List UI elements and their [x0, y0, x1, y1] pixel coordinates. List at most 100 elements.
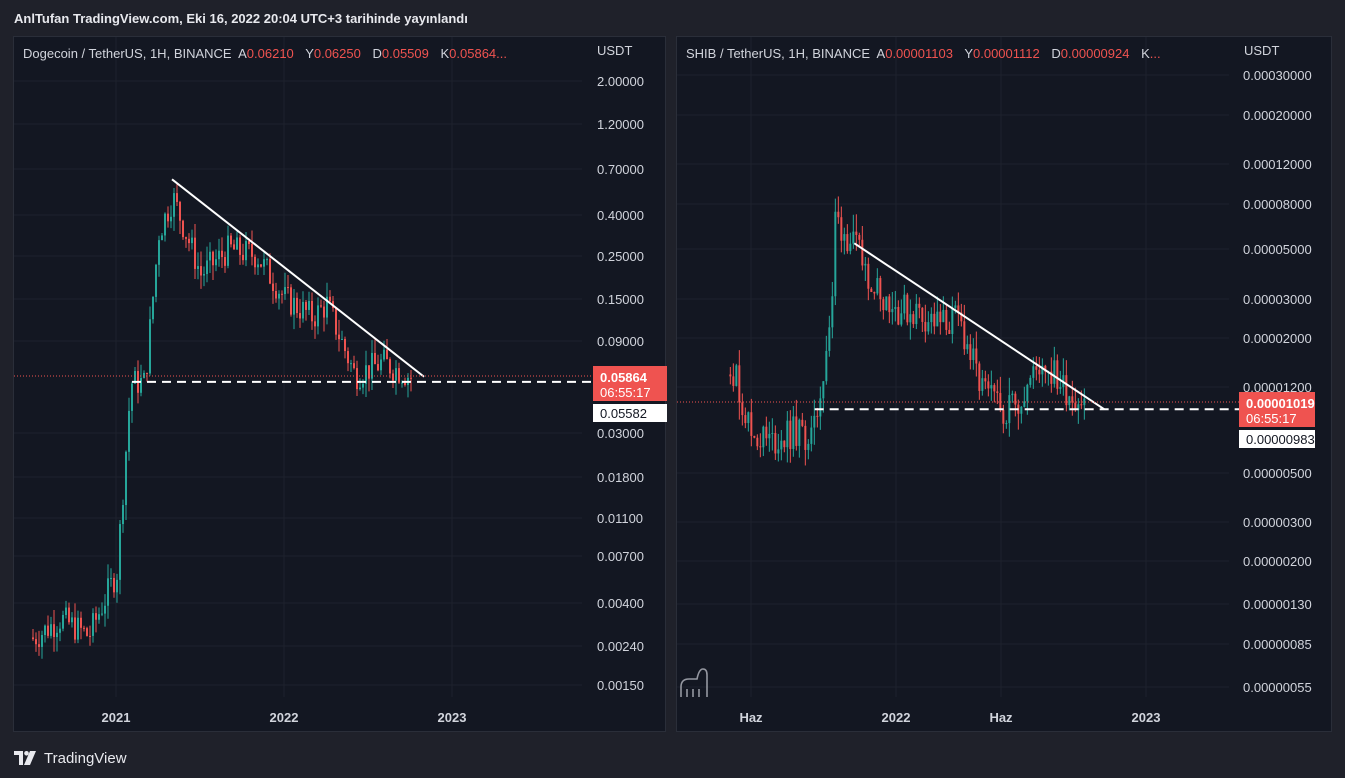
candle-body: [780, 440, 783, 450]
candle-body: [239, 237, 241, 255]
candle-body: [957, 305, 960, 313]
chart-panel-shib[interactable]: 0.00030000 0.00020000 0.00012000 0.00008000…: [676, 36, 1332, 732]
candle-body: [840, 217, 843, 241]
candle: [864, 256, 867, 281]
candle-body: [1002, 409, 1005, 424]
candle-body: [155, 264, 157, 297]
candle: [990, 370, 993, 401]
candle: [374, 339, 376, 365]
candle: [104, 594, 106, 627]
candle: [80, 611, 82, 640]
candle-body: [278, 293, 280, 299]
candle: [173, 187, 175, 231]
chart-svg-shib[interactable]: 0.00030000 0.00020000 0.00012000 0.00008000…: [677, 37, 1333, 733]
grid: [14, 37, 582, 697]
candle-body: [386, 349, 388, 360]
candle: [254, 254, 256, 275]
legend-open: A0.06210: [238, 46, 294, 61]
candle: [765, 416, 768, 446]
y-tick-label: 0.01800: [597, 470, 644, 485]
chart-panel-dogecoin[interactable]: 2.00000 1.20000 0.70000 0.40000 0.25000 0.150…: [13, 36, 667, 733]
candle-body: [263, 259, 265, 267]
candle: [801, 412, 804, 428]
candle-body: [963, 321, 966, 350]
candle-body: [296, 297, 298, 314]
candle-body: [383, 349, 385, 360]
candle: [101, 602, 103, 617]
candle: [846, 224, 849, 254]
candle-body: [194, 237, 196, 269]
candle: [744, 407, 747, 429]
candle-body: [206, 260, 208, 275]
candle-body: [1014, 393, 1017, 405]
symbol-info: SHIB / TetherUS, 1H, BINANCE: [686, 46, 871, 61]
candle: [260, 263, 262, 268]
marker-price-label: 0.00000983: [1239, 430, 1315, 448]
candle-body: [146, 372, 148, 374]
candle-body: [819, 398, 822, 417]
candle: [140, 364, 142, 397]
candle-body: [401, 382, 403, 384]
candle-body: [915, 303, 918, 325]
y-tick-label: 0.00150: [597, 678, 644, 693]
candle-body: [149, 319, 151, 374]
marker-price-value: 0.00000983: [1246, 432, 1315, 447]
candle-body: [335, 308, 337, 335]
candle-body: [203, 274, 205, 276]
candle-body: [969, 344, 972, 361]
candle-body: [1053, 360, 1056, 384]
candle: [1083, 388, 1086, 420]
candle: [407, 373, 409, 398]
marker-price-value: 0.05582: [600, 406, 647, 421]
candle-body: [164, 213, 166, 236]
footer-brand[interactable]: TradingView: [14, 747, 127, 769]
candle: [927, 311, 930, 335]
candle-body: [221, 250, 223, 258]
last-price-value: 0.05864: [600, 370, 648, 385]
candle: [972, 338, 975, 370]
candle-body: [185, 237, 187, 239]
candle: [759, 433, 762, 458]
candle-body: [212, 251, 214, 266]
candle-body: [182, 220, 184, 238]
candle: [1068, 395, 1071, 411]
candle: [77, 610, 79, 644]
candle: [1005, 420, 1008, 429]
candle-body: [993, 385, 996, 392]
candle: [834, 198, 837, 306]
candle-body: [143, 372, 145, 378]
legend-high: Y0.00001112: [964, 46, 1040, 61]
candle: [53, 609, 55, 652]
candle-body: [392, 373, 394, 381]
grid: [677, 37, 1229, 697]
symbol-legend: SHIB / TetherUS, 1H, BINANCE A0.00001103…: [686, 46, 1169, 61]
candle: [206, 246, 208, 283]
candle: [65, 600, 67, 619]
candle: [290, 284, 292, 317]
legend-open: A0.00001103: [876, 46, 953, 61]
candle-body: [927, 322, 930, 332]
candle: [131, 381, 133, 423]
symbol-info: Dogecoin / TetherUS, 1H, BINANCE: [23, 46, 232, 61]
candle: [1074, 387, 1077, 412]
candle-body: [251, 244, 253, 257]
candle-body: [305, 301, 307, 310]
candle-body: [891, 309, 894, 313]
candle-body: [173, 193, 175, 217]
candle-body: [272, 283, 274, 292]
x-tick-label: 2023: [1132, 710, 1161, 725]
candle: [780, 430, 783, 461]
candle-body: [116, 579, 118, 593]
candle: [119, 520, 121, 595]
candle-body: [362, 383, 364, 388]
candle-body: [38, 644, 40, 647]
dinosaur-outline: [680, 668, 708, 697]
candle: [236, 229, 238, 250]
candle: [942, 296, 945, 323]
candle: [365, 350, 367, 397]
candle: [278, 290, 280, 310]
candle: [218, 238, 220, 267]
chart-svg-dogecoin[interactable]: 2.00000 1.20000 0.70000 0.40000 0.25000 0.150…: [14, 37, 667, 733]
candle-body: [101, 613, 103, 615]
candle-body: [50, 624, 52, 636]
